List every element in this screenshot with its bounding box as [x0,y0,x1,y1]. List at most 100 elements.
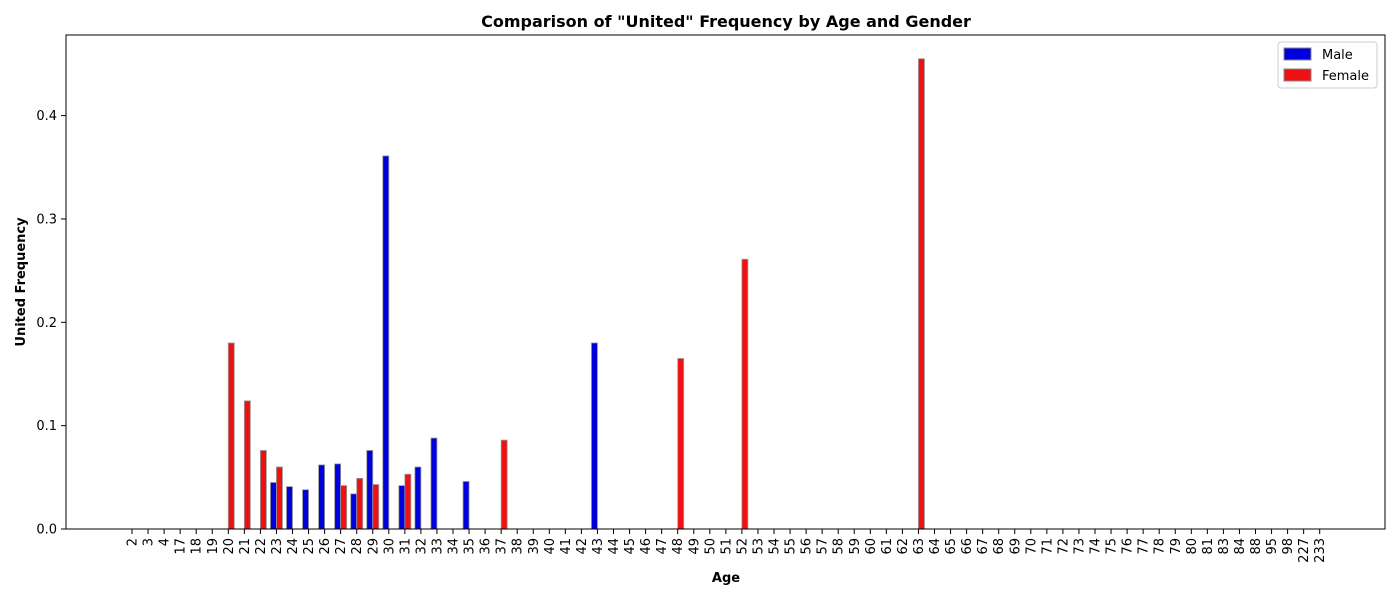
bar-male-27 [334,463,342,530]
x-tick-label: 75 [1105,538,1120,555]
y-axis-label: United Frequency [14,217,29,347]
x-tick-label: 59 [848,538,863,555]
x-tick-label: 21 [238,538,253,555]
bar-male-32 [414,466,422,530]
x-tick-label: 69 [1008,538,1023,555]
x-tick-label: 46 [639,538,654,555]
legend: Male Female [1277,41,1378,89]
x-tick-label: 37 [495,538,510,555]
bar-male-23 [270,482,277,530]
x-tick-label: 30 [382,538,397,555]
y-axis-ticks: 0.0 0.1 0.2 0.3 0.4 [36,109,66,538]
bar-female-27 [340,485,348,530]
bar-female-22 [259,450,267,530]
legend-label-male: Male [1322,48,1353,63]
x-tick-label: 49 [687,538,702,555]
y-tick-label: 0.0 [36,523,57,538]
bar-male-28 [350,493,358,530]
x-tick-label: 81 [1201,538,1216,555]
x-tick-label: 43 [591,538,606,555]
legend-swatch-female [1283,68,1312,82]
x-tick-label: 25 [302,538,317,555]
x-tick-label: 40 [543,538,558,555]
x-tick-label: 18 [190,538,205,555]
bar-male-35 [462,481,470,530]
x-tick-label: 44 [607,538,622,555]
bar-female-29 [372,484,380,530]
x-tick-label: 84 [1233,538,1248,555]
x-tick-label: 61 [880,538,895,555]
bars-group [227,58,925,530]
x-tick-label: 57 [816,538,831,555]
x-tick-label: 19 [206,538,221,555]
x-tick-label: 38 [511,538,526,555]
x-tick-label: 72 [1056,538,1071,555]
bar-female-63 [918,58,925,530]
x-tick-label: 23 [270,538,285,555]
x-tick-label: 47 [655,538,670,555]
y-tick-label: 0.3 [36,212,57,227]
bar-male-43 [591,342,598,530]
x-tick-label: 20 [222,538,237,555]
x-tick-label: 88 [1249,538,1264,555]
x-tick-label: 95 [1265,538,1280,555]
x-tick-label: 80 [1185,538,1200,555]
x-tick-label: 39 [527,538,542,555]
bar-female-23 [276,466,283,530]
x-tick-label: 233 [1313,538,1328,563]
bar-male-26 [318,464,326,530]
x-tick-label: 32 [414,538,429,555]
x-axis-label: Age [712,571,740,586]
bar-female-28 [356,477,364,530]
x-tick-label: 41 [559,538,574,555]
x-tick-label: 74 [1089,538,1104,555]
x-tick-label: 2 [126,538,141,546]
x-tick-label: 17 [174,538,189,555]
x-tick-label: 27 [334,538,349,555]
x-tick-label: 42 [575,538,590,555]
x-tick-label: 22 [254,538,269,555]
bar-female-31 [404,473,412,530]
x-tick-label: 71 [1040,538,1055,555]
x-tick-label: 54 [768,538,783,555]
x-axis-ticks: 2 3 4 17 18 19 20 21 22 23 24 25 26 27 28 29 30 31 32 33 34 3… [126,529,1328,563]
x-tick-label: 28 [350,538,365,555]
x-tick-label: 4 [158,538,173,546]
legend-swatch-male [1283,47,1312,61]
bar-male-25 [302,489,309,530]
x-tick-label: 51 [719,538,734,555]
x-tick-label: 70 [1024,538,1039,555]
x-tick-label: 48 [671,538,686,555]
x-tick-label: 50 [703,538,718,555]
bar-male-29 [366,450,374,530]
x-tick-label: 55 [784,538,799,555]
bar-male-31 [398,485,406,530]
x-tick-label: 79 [1169,538,1184,555]
y-tick-label: 0.4 [36,109,57,124]
x-tick-label: 98 [1281,538,1296,555]
x-tick-label: 36 [479,538,494,555]
x-tick-label: 58 [832,538,847,555]
x-tick-label: 77 [1137,538,1152,555]
bar-female-21 [243,400,251,530]
x-tick-label: 73 [1072,538,1087,555]
x-tick-label: 45 [623,538,638,555]
bar-female-52 [741,258,749,530]
y-tick-label: 0.2 [36,316,57,331]
x-tick-label: 56 [800,538,815,555]
x-tick-label: 33 [430,538,445,555]
x-tick-label: 31 [398,538,413,555]
bar-female-37 [500,439,508,530]
x-tick-label: 78 [1153,538,1168,555]
x-tick-label: 60 [864,538,879,555]
x-tick-label: 62 [896,538,911,555]
x-tick-label: 67 [976,538,991,555]
x-tick-label: 68 [992,538,1007,555]
x-tick-label: 63 [912,538,927,555]
legend-label-female: Female [1322,69,1369,84]
bar-female-20 [227,342,235,530]
x-tick-label: 65 [944,538,959,555]
x-tick-label: 83 [1217,538,1232,555]
bar-male-33 [430,437,438,530]
